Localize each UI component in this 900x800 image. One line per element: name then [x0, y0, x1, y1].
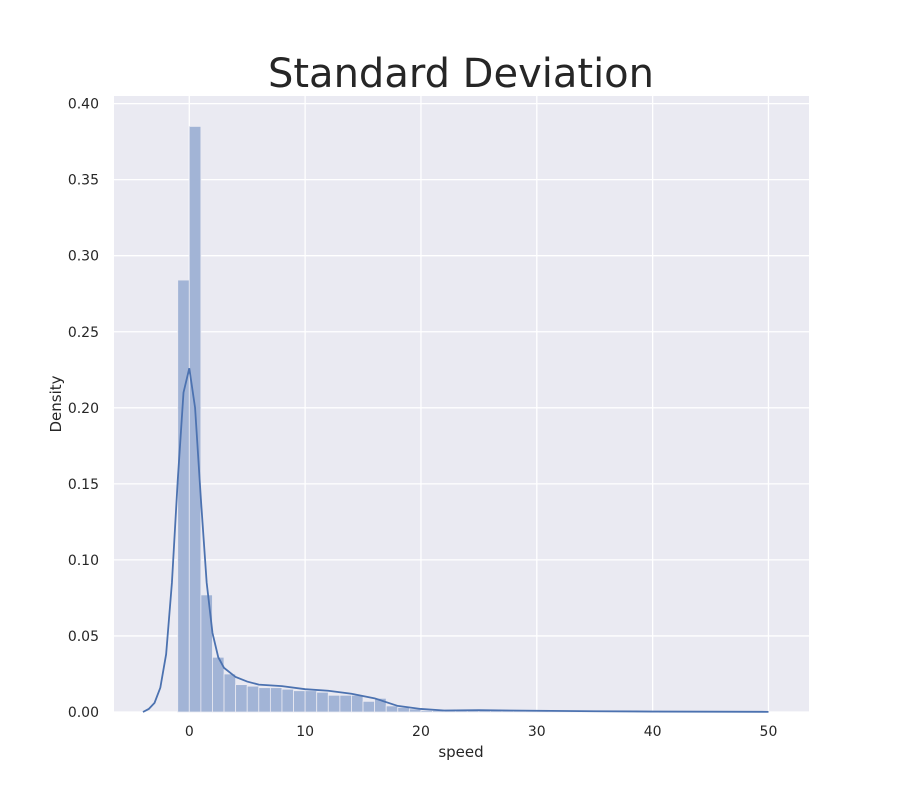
histogram-bar	[397, 707, 410, 713]
histogram-bar	[304, 690, 318, 713]
histogram-bar	[223, 673, 237, 713]
y-tick-label: 0.30	[68, 249, 99, 265]
x-tick-label: 20	[412, 724, 430, 740]
x-tick-label: 10	[296, 724, 314, 740]
grid-lines	[114, 96, 809, 713]
histogram-bar	[316, 691, 329, 713]
histogram-bar	[327, 694, 341, 713]
histogram-bar	[385, 705, 399, 713]
histogram-bar	[351, 694, 364, 713]
chart-title: Standard Deviation	[268, 51, 654, 97]
y-tick-label: 0.05	[68, 629, 99, 645]
histogram-bar	[258, 687, 271, 713]
histogram-bar	[420, 710, 433, 713]
y-tick-label: 0.10	[68, 553, 99, 569]
histogram-bar	[246, 685, 260, 713]
y-tick-labels: 0.00 0.05 0.10 0.15 0.20 0.25 0.30 0.35 0.40	[68, 97, 99, 721]
plot-area	[114, 96, 809, 712]
x-tick-label: 30	[528, 724, 546, 740]
histogram-bar	[339, 694, 352, 713]
histogram-bar	[235, 684, 248, 713]
histogram-bar	[293, 690, 306, 713]
x-tick-label: 50	[760, 724, 778, 740]
y-axis-label: Density	[47, 375, 65, 432]
y-tick-label: 0.15	[68, 477, 99, 493]
histogram-bar	[362, 700, 376, 713]
x-tick-labels: 0 10 20 30 40 50	[185, 724, 778, 740]
histogram-bar	[269, 687, 283, 713]
y-tick-label: 0.25	[68, 325, 99, 341]
histogram-bar	[374, 697, 387, 713]
y-tick-label: 0.35	[68, 173, 99, 189]
y-tick-label: 0.20	[68, 401, 99, 417]
y-tick-label: 0.40	[68, 97, 99, 113]
kde-density-line	[142, 368, 769, 713]
x-tick-label: 40	[644, 724, 662, 740]
histogram-bar	[281, 688, 294, 713]
histogram-bar	[200, 594, 213, 713]
histogram-bar	[177, 279, 190, 713]
y-tick-label: 0.00	[68, 705, 99, 721]
x-axis-label: speed	[438, 743, 483, 761]
x-tick-label: 0	[185, 724, 194, 740]
